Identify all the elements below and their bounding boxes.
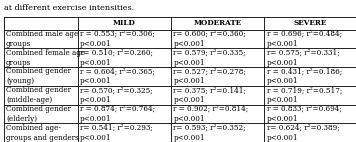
Text: r= 0.510; r²=0.260;
p<0.001: r= 0.510; r²=0.260; p<0.001 (80, 49, 153, 67)
Text: Combined female age
groups: Combined female age groups (6, 49, 85, 67)
Text: r = 0.696; r²=0.484;
p<0.001: r = 0.696; r²=0.484; p<0.001 (267, 30, 342, 48)
Text: r = 0.902; r²=0.814;
p<0.001: r = 0.902; r²=0.814; p<0.001 (173, 105, 249, 123)
Text: SEVERE: SEVERE (293, 19, 327, 27)
Text: r = 0.604; r²=0.365;
p<0.001: r = 0.604; r²=0.365; p<0.001 (80, 67, 155, 85)
Text: Combined male age
groups: Combined male age groups (6, 30, 78, 48)
Text: r = 0.431; r²=0.186;
p<0.001: r = 0.431; r²=0.186; p<0.001 (267, 67, 342, 85)
Text: r= 0.527; r²=0.278;
p<0.001: r= 0.527; r²=0.278; p<0.001 (173, 67, 246, 85)
Text: at different exercise intensities.: at different exercise intensities. (4, 4, 134, 12)
Text: r = 0.833; r²=0.694;
p<0.001: r = 0.833; r²=0.694; p<0.001 (267, 105, 342, 123)
Text: r= 0.570; r²=0.325;
p<0.001: r= 0.570; r²=0.325; p<0.001 (80, 86, 153, 104)
Text: r = 0.874; r²=0.764;
p<0.001: r = 0.874; r²=0.764; p<0.001 (80, 105, 155, 123)
Text: r= 0.593; r²=0.352;
p<0.001: r= 0.593; r²=0.352; p<0.001 (173, 124, 246, 142)
Text: r = 0.719; r²=0.517;
p<0.001: r = 0.719; r²=0.517; p<0.001 (267, 86, 342, 104)
Text: Combined gender
(young): Combined gender (young) (6, 67, 71, 85)
Text: r= 0.600; r²=0.360;
p<0.001: r= 0.600; r²=0.360; p<0.001 (173, 30, 246, 48)
Text: r = 0.553; r²=0.306;
p<0.001: r = 0.553; r²=0.306; p<0.001 (80, 30, 155, 48)
Text: r= 0.575; r²=0.331;
p<0.001: r= 0.575; r²=0.331; p<0.001 (267, 49, 340, 67)
Text: r= 0.579; r²=0.335;
p<0.001: r= 0.579; r²=0.335; p<0.001 (173, 49, 246, 67)
Text: r= 0.624; r²=0.389;
p<0.001: r= 0.624; r²=0.389; p<0.001 (267, 124, 340, 142)
Text: Combined age-
groups and genders: Combined age- groups and genders (6, 124, 79, 142)
Text: Combined gender
(middle-age): Combined gender (middle-age) (6, 86, 71, 104)
Text: MODERATE: MODERATE (194, 19, 242, 27)
Text: Combined gender
(elderly): Combined gender (elderly) (6, 105, 71, 123)
Text: r= 0.375; r²=0.141;
p<0.001: r= 0.375; r²=0.141; p<0.001 (173, 86, 246, 104)
Text: r= 0.541; r²=0.293;
p<0.001: r= 0.541; r²=0.293; p<0.001 (80, 124, 153, 142)
Text: MILD: MILD (113, 19, 136, 27)
